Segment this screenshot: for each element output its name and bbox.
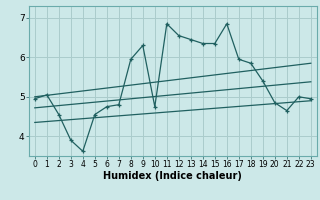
X-axis label: Humidex (Indice chaleur): Humidex (Indice chaleur)	[103, 171, 242, 181]
